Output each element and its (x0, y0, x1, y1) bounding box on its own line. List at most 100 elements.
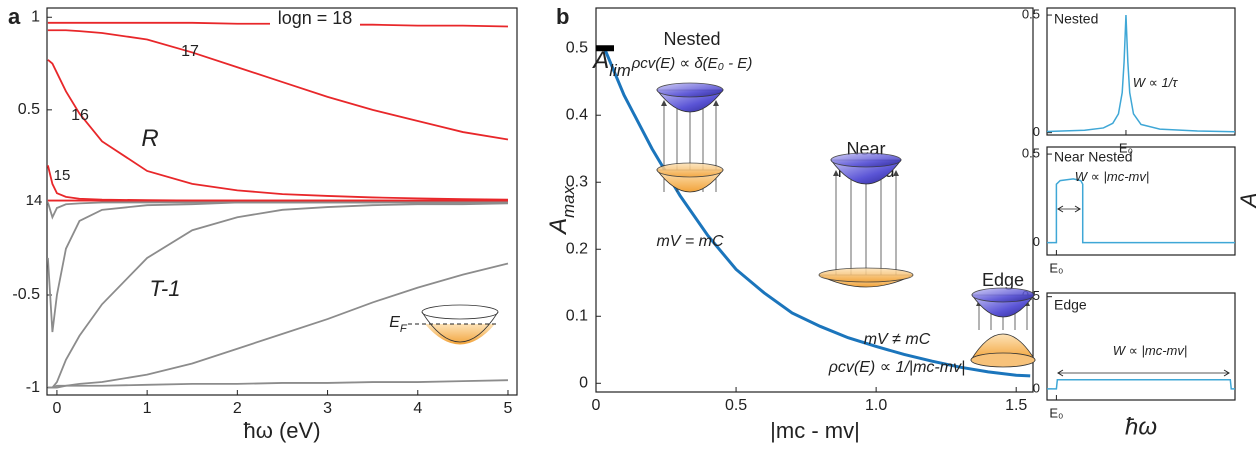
label-bg (270, 9, 360, 29)
series-label: 15 (54, 167, 71, 184)
fermi-rim (421, 304, 499, 320)
x-axis-label: |mc - mv| (770, 418, 860, 443)
panel-label: b (556, 4, 569, 29)
plot-frame (1046, 7, 1236, 136)
series-label: logn = 18 (278, 8, 353, 28)
y-tick-label: 0.3 (566, 173, 588, 190)
arrow-head (893, 170, 899, 176)
annotation: W ∝ |mc-mv| (1075, 169, 1150, 184)
annotation: mV ≠ mC (864, 331, 931, 348)
series-label: 14 (26, 192, 43, 209)
annotation-main: E (389, 314, 400, 331)
data-line (47, 262, 509, 389)
y-tick-label: 0 (1033, 380, 1040, 395)
panel-title: Edge (1054, 297, 1087, 313)
x-tick-label: 1.0 (865, 397, 887, 414)
data-line (1047, 178, 1235, 244)
x-tick-label: E₀ (1049, 405, 1063, 420)
y-tick-label: 0.5 (1022, 6, 1040, 21)
x-tick-label: 4 (413, 400, 422, 417)
plot-frame (1046, 146, 1236, 256)
annotation-main: Edge (982, 270, 1024, 290)
x-axis-label: ħω (eV) (243, 418, 320, 443)
annotation: W ∝ |mc-mv| (1113, 343, 1188, 358)
panel-label: a (8, 4, 21, 29)
y-tick-label: 0.5 (566, 39, 588, 56)
band-rim (656, 162, 724, 178)
band-rim (818, 267, 914, 283)
arrow-head (833, 170, 839, 176)
fermi-bowl (421, 311, 499, 343)
arrow-head (1057, 205, 1064, 213)
y-tick-label: 0.1 (566, 307, 588, 324)
annotation-sub: F (400, 323, 408, 335)
annotation-main: Nested (663, 29, 720, 49)
annotation: R (141, 125, 158, 152)
annotation: W ∝ 1/τ (1133, 75, 1179, 90)
annotation: EF (389, 314, 408, 335)
x-tick-label: 2 (233, 400, 242, 417)
x-tick-label: 0 (52, 400, 61, 417)
x-tick-label: 1.5 (1005, 397, 1027, 414)
x-tick-label: E₀ (1049, 260, 1063, 275)
series-label: 17 (181, 43, 199, 60)
band-rim (971, 287, 1035, 303)
annotation-main: ρcv(E) ∝ 1/|mc-mv| (828, 359, 965, 376)
series-label: 16 (71, 107, 89, 124)
y-axis-label-main: A (1236, 193, 1260, 210)
y-tick-label: 0 (1033, 234, 1040, 249)
annotation: ρcv(E) ∝ δ(E₀ - E) (631, 55, 753, 72)
annotation-main: W ∝ 1/τ (1133, 75, 1179, 90)
annotation: Edge (982, 270, 1024, 290)
y-axis-label-sub: max (559, 186, 578, 218)
y-tick-label: 1 (31, 8, 40, 25)
y-tick-label: 0.2 (566, 240, 588, 257)
annotation: ρcv(E) ∝ 1/|mc-mv| (828, 359, 965, 376)
arrow-head (713, 100, 719, 106)
arrow-head (1223, 369, 1230, 377)
arrow-head (661, 100, 667, 106)
band-rim (830, 152, 902, 168)
x-tick-label: 0 (592, 397, 601, 414)
data-line (47, 201, 508, 333)
x-tick-label: 0.5 (725, 397, 747, 414)
y-tick-label: 0.4 (566, 106, 588, 123)
x-tick-label: E₀ (1119, 140, 1133, 155)
data-line (47, 379, 508, 389)
annotation: Alim (591, 47, 630, 80)
data-line (1047, 15, 1235, 133)
data-line (47, 29, 509, 141)
annotation: T-1 (150, 276, 181, 301)
annotation: mV = mC (656, 233, 724, 250)
arrow-head (1074, 205, 1081, 213)
annotation-main: mV ≠ mC (864, 331, 931, 348)
y-tick-label: 0 (1033, 124, 1040, 139)
y-axis-label: Amax (545, 186, 578, 236)
y-axis-label-main: A (545, 218, 572, 236)
y-tick-label: -0.5 (12, 286, 40, 303)
x-tick-label: 1 (143, 400, 152, 417)
plot-frame (595, 7, 1034, 393)
band-rim (656, 82, 724, 98)
data-line (47, 202, 508, 389)
fermi-fill (425, 324, 495, 345)
x-tick-label: 3 (323, 400, 332, 417)
panel-title: Near Nested (1054, 149, 1133, 165)
y-tick-label: -1 (26, 379, 40, 396)
data-line (47, 59, 508, 201)
y-tick-label: 0.5 (1022, 146, 1040, 161)
arrow-head (1057, 369, 1064, 377)
annotation-main: W ∝ |mc-mv| (1075, 169, 1150, 184)
data-line (1047, 378, 1235, 390)
panel-title: Nested (1054, 11, 1098, 27)
x-tick-label: 5 (504, 400, 513, 417)
data-line (47, 165, 508, 202)
annotation-main: T-1 (150, 276, 181, 301)
annotation: Nested (663, 29, 720, 49)
plot-frame (1046, 292, 1236, 401)
y-axis-label: A (1236, 193, 1260, 210)
y-tick-label: 0.5 (18, 101, 40, 118)
data-line (47, 21, 508, 28)
plot-frame (46, 7, 518, 396)
